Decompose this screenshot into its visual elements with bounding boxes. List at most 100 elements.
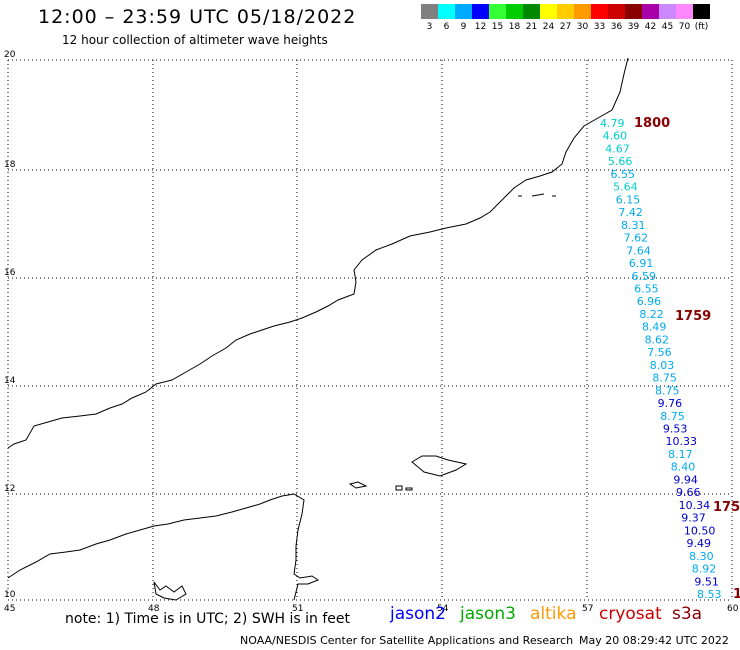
wave-height-label: 9.53: [663, 423, 688, 436]
wave-height-label: 5.64: [613, 181, 638, 194]
wave-height-label: 8.92: [692, 563, 717, 576]
satellite-track: 4.794.604.675.666.555.646.157.428.317.62…: [600, 117, 722, 601]
scale-label: 45: [661, 22, 674, 32]
scale-swatch: [676, 4, 693, 19]
wave-height-label: 9.76: [658, 397, 683, 410]
wave-height-label: 6.15: [616, 193, 641, 206]
latitude-label: 12: [4, 484, 15, 494]
scale-swatch: [523, 4, 540, 19]
longitude-label: 51: [292, 604, 303, 614]
wave-height-label: 4.60: [603, 130, 628, 143]
scale-label: 24: [542, 22, 555, 32]
wave-height-label: 8.03: [650, 359, 675, 372]
scale-swatch: [625, 4, 642, 19]
wave-height-label: 10.50: [684, 524, 716, 537]
scale-swatch: [472, 4, 489, 19]
map-subtitle: 12 hour collection of altimeter wave hei…: [62, 33, 328, 47]
scale-label: 9: [460, 22, 467, 32]
scale-swatch: [608, 4, 625, 19]
wave-height-label: 4.67: [605, 142, 630, 155]
wave-height-label: 8.53: [697, 588, 722, 601]
scale-label: 70: [678, 22, 691, 32]
longitude-label: 48: [148, 604, 160, 614]
wave-height-label: 8.30: [689, 550, 714, 563]
scale-label: 15: [491, 22, 504, 32]
wave-height-label: 9.51: [694, 575, 719, 588]
satellite-jason2: jason2: [390, 604, 446, 624]
wave-height-label: 4.79: [600, 117, 625, 130]
scale-label: (ft): [694, 22, 709, 32]
scale-label: 36: [610, 22, 623, 32]
scale-swatch: [557, 4, 574, 19]
scale-swatch: [489, 4, 506, 19]
note-text: note: 1) Time is in UTC; 2) SWH is in fe…: [65, 611, 351, 627]
scale-label: 42: [644, 22, 657, 32]
longitude-label: 57: [582, 604, 593, 614]
generated-timestamp: May 20 08:29:42 UTC 2022: [579, 634, 729, 647]
wave-height-label: 10.34: [679, 499, 711, 512]
wave-height-label: 5.66: [608, 155, 633, 168]
masirah-island-area: [153, 581, 187, 601]
wave-height-label: 8.49: [642, 321, 667, 334]
wave-height-label: 8.31: [621, 219, 646, 232]
scale-label: 33: [593, 22, 606, 32]
arabian-peninsula-coast: [7, 57, 629, 449]
latitude-label: 20: [4, 50, 16, 60]
samhah-island: [395, 485, 403, 491]
darsah-island: [405, 487, 413, 491]
scale-swatch: [693, 4, 710, 19]
wave-height-label: 6.91: [629, 257, 654, 270]
satellite-jason3: jason3: [460, 604, 516, 624]
longitude-label: 54: [437, 604, 449, 614]
time-label: 1800: [634, 116, 670, 131]
satellite-altika: altika: [530, 604, 577, 624]
scale-label: 6: [443, 22, 450, 32]
wave-height-label: 7.56: [647, 346, 672, 359]
longitude-label: 45: [4, 604, 15, 614]
wave-height-label: 6.55: [634, 282, 659, 295]
horn-of-africa-coast: [7, 493, 320, 601]
wave-height-label: 8.75: [660, 410, 685, 423]
scale-swatch: [438, 4, 455, 19]
socotra-island: [411, 455, 468, 477]
track-time-labels: 1800 1759 175 1: [634, 116, 740, 602]
latitude-label: 10: [4, 590, 16, 600]
wave-height-label: 7.64: [626, 244, 651, 257]
scale-swatch: [540, 4, 557, 19]
wave-height-label: 10.33: [666, 435, 698, 448]
wave-height-label: 8.62: [645, 333, 670, 346]
scale-swatch: [455, 4, 472, 19]
longitude-labels: 45 48 51 54 57 60: [4, 604, 739, 614]
scale-swatch: [506, 4, 523, 19]
latitude-label: 16: [4, 268, 16, 278]
wave-height-label: 9.66: [676, 486, 701, 499]
satellite-cryosat: cryosat: [599, 604, 662, 624]
wave-height-label: 9.37: [681, 512, 706, 525]
wave-height-label: 9.94: [673, 473, 698, 486]
satellite-s3a: s3a: [672, 604, 703, 624]
time-label: 1: [733, 587, 740, 602]
wave-height-label: 8.40: [671, 461, 696, 474]
wave-height-label: 6.59: [631, 270, 656, 283]
scale-label: 27: [559, 22, 572, 32]
wave-height-label: 8.22: [639, 308, 664, 321]
wave-height-label: 7.42: [618, 206, 643, 219]
scale-swatch: [421, 4, 438, 19]
credit-text: NOAA/NESDIS Center for Satellite Applica…: [240, 634, 574, 647]
wave-height-label: 9.49: [687, 537, 712, 550]
kuria-muria-islands: [518, 193, 556, 197]
map-title: 12:00 – 23:59 UTC 05/18/2022: [38, 6, 357, 28]
scale-label: 18: [508, 22, 521, 32]
coastline: [7, 57, 629, 601]
scale-swatch: [574, 4, 591, 19]
graticule: [7, 59, 733, 601]
wave-height-label: 8.17: [668, 448, 693, 461]
scale-label: 30: [576, 22, 589, 32]
scale-label: 3: [426, 22, 433, 32]
scale-swatch: [642, 4, 659, 19]
time-label: 175: [713, 500, 740, 515]
scale-swatch: [659, 4, 676, 19]
longitude-label: 60: [727, 604, 739, 614]
wave-height-label: 8.75: [655, 384, 680, 397]
